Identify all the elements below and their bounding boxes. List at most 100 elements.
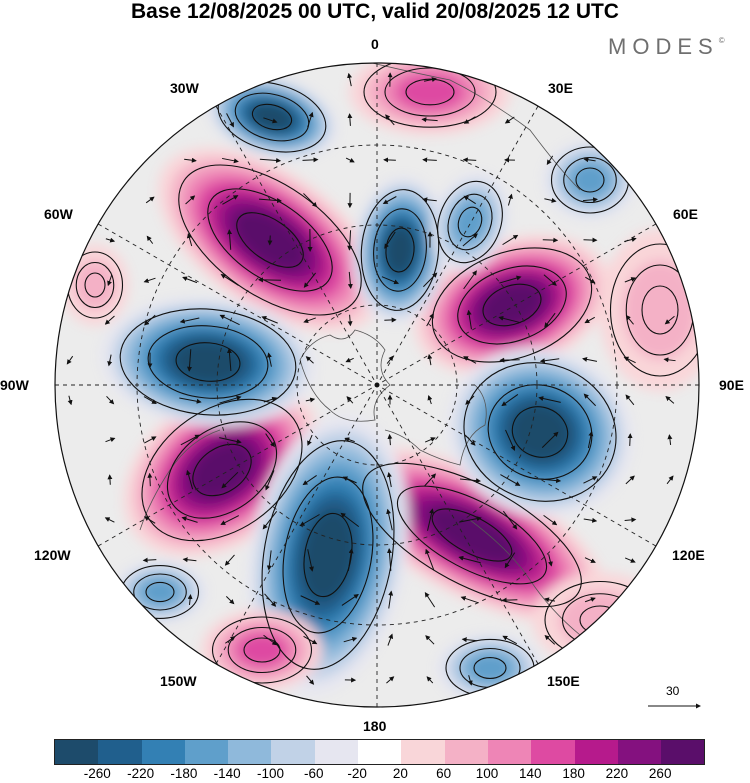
colorbar-tick-label: 180 bbox=[562, 766, 585, 781]
wind-arrow bbox=[542, 237, 559, 243]
wind-arrow bbox=[299, 514, 320, 527]
wind-arrow bbox=[458, 555, 481, 564]
contour-line bbox=[457, 206, 483, 238]
colorbar-swatch bbox=[314, 740, 359, 764]
wind-arrow bbox=[460, 596, 479, 604]
wind-arrow bbox=[307, 434, 313, 446]
wind-arrow bbox=[305, 397, 316, 403]
wind-arrow bbox=[345, 357, 354, 363]
wind-arrow bbox=[501, 394, 519, 407]
lon-label-150w: 150W bbox=[160, 673, 197, 689]
contour-line bbox=[119, 308, 297, 416]
wind-arrow bbox=[343, 636, 358, 643]
colorbar-tick-label: 220 bbox=[605, 766, 629, 781]
wind-arrow bbox=[544, 312, 556, 328]
lon-label-180: 180 bbox=[363, 718, 387, 734]
contour-line bbox=[303, 512, 353, 598]
wind-arrow bbox=[340, 512, 360, 528]
wind-arrow bbox=[386, 355, 394, 364]
wind-arrow bbox=[463, 116, 476, 124]
wind-arrow bbox=[300, 595, 321, 605]
wind-arrow bbox=[500, 474, 521, 486]
colorbar-swatch bbox=[141, 740, 185, 764]
modes-logo: MODES© bbox=[608, 34, 725, 60]
contour-line bbox=[396, 485, 548, 585]
wind-arrow bbox=[146, 235, 154, 244]
wind-arrow bbox=[186, 232, 193, 247]
contour-line bbox=[362, 462, 582, 608]
wind-arrow bbox=[424, 592, 436, 608]
wind-arrow bbox=[182, 276, 198, 284]
colorbar-swatch bbox=[358, 740, 402, 764]
colorbar-swatch bbox=[617, 740, 662, 764]
wind-arrow bbox=[266, 352, 272, 367]
colorbar-tick-label: -140 bbox=[213, 766, 241, 781]
wind-arrow bbox=[422, 157, 437, 163]
wind-arrow bbox=[219, 437, 242, 444]
wind-arrow bbox=[585, 276, 596, 284]
wind-arrow bbox=[106, 395, 115, 405]
wind-arrow bbox=[347, 230, 353, 251]
wind-arrow bbox=[181, 516, 198, 523]
wind-arrow bbox=[624, 517, 637, 523]
wind-arrow bbox=[187, 594, 193, 606]
contour-line bbox=[147, 325, 269, 399]
wind-arrow bbox=[186, 469, 194, 490]
contour-line bbox=[236, 212, 304, 268]
wind-arrow bbox=[386, 471, 392, 488]
wind-arrow bbox=[498, 315, 521, 324]
wind-arrow bbox=[463, 270, 477, 290]
wind-arrow bbox=[180, 434, 201, 446]
wind-arrow bbox=[265, 470, 275, 491]
colorbar-swatch bbox=[487, 740, 532, 764]
wind-arrow bbox=[226, 113, 234, 128]
wind-arrow bbox=[105, 437, 116, 443]
wind-arrow bbox=[305, 356, 314, 364]
contour-line bbox=[487, 384, 593, 480]
wind-arrow bbox=[583, 237, 598, 243]
wind-arrow bbox=[539, 358, 560, 364]
map-border bbox=[54, 62, 700, 708]
wind-arrow bbox=[185, 195, 196, 205]
lon-label-150e: 150E bbox=[547, 673, 580, 689]
wind-arrow bbox=[347, 72, 352, 87]
map-title: Base 12/08/2025 00 UTC, valid 20/08/2025… bbox=[131, 0, 619, 23]
wind-arrow bbox=[499, 275, 522, 284]
wind-arrow bbox=[67, 395, 73, 406]
wind-arrow bbox=[664, 315, 675, 325]
lon-label-60e: 60E bbox=[673, 206, 698, 222]
contour-line bbox=[282, 476, 374, 634]
wind-arrow bbox=[187, 349, 193, 372]
wind-arrow bbox=[347, 271, 353, 290]
contour-line bbox=[373, 208, 427, 292]
wind-arrow bbox=[307, 549, 314, 572]
wind-arrow bbox=[461, 637, 478, 643]
wind-arrow bbox=[385, 114, 395, 126]
contour-line bbox=[133, 573, 187, 611]
contour-line bbox=[251, 103, 293, 131]
wind-arrow bbox=[387, 433, 393, 446]
colorbar-tick-label: 100 bbox=[475, 766, 499, 781]
wind-arrow bbox=[302, 475, 317, 486]
wind-arrow bbox=[666, 475, 674, 485]
wind-arrow bbox=[544, 197, 557, 203]
colorbar-tick-label: 20 bbox=[392, 766, 408, 781]
contour-line bbox=[227, 626, 297, 674]
lon-label-90e: 90E bbox=[719, 377, 744, 393]
wind-arrow bbox=[303, 635, 318, 645]
wind-arrow bbox=[388, 590, 394, 609]
wind-arrow bbox=[144, 436, 157, 444]
contour-line bbox=[211, 616, 313, 684]
colorbar-tick-label: 60 bbox=[436, 766, 452, 781]
colorbar-swatch bbox=[444, 740, 488, 764]
wind-arrow bbox=[219, 314, 240, 326]
wind-arrow bbox=[547, 554, 553, 567]
wind-arrow bbox=[421, 117, 438, 123]
contour-line bbox=[473, 657, 507, 679]
wind-arrow bbox=[264, 593, 277, 607]
wind-arrow bbox=[543, 514, 558, 526]
wind-arrow bbox=[386, 676, 395, 684]
wind-arrow bbox=[627, 433, 633, 446]
contour-line bbox=[405, 78, 455, 106]
wind-arrow bbox=[107, 354, 113, 367]
